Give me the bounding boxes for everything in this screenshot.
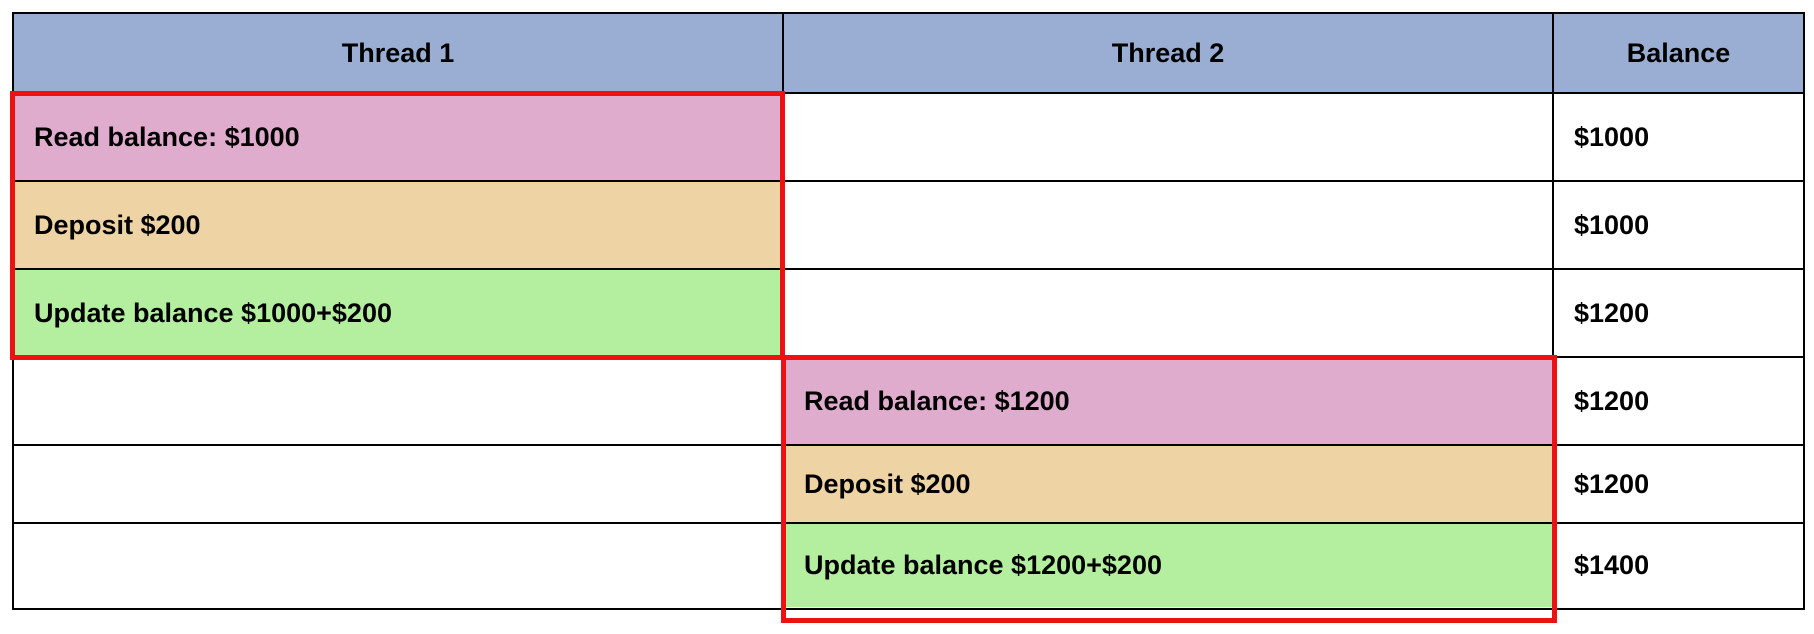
thread-1-cell (14, 524, 784, 607)
balance-cell: $1200 (1574, 297, 1650, 328)
table-row: Read balance: $1200 $1200 (14, 356, 1803, 444)
header-balance: Balance (1554, 14, 1803, 92)
thread-2-deposit-cell: Deposit $200 (784, 446, 1554, 522)
table-row: Update balance $1200+$200 $1400 (14, 522, 1803, 607)
thread-1-deposit-cell: Deposit $200 (14, 182, 784, 268)
table-row: Update balance $1000+$200 $1200 (14, 268, 1803, 356)
thread-1-read-cell: Read balance: $1000 (14, 94, 784, 180)
thread-1-cell (14, 358, 784, 444)
thread-2-cell (784, 270, 1554, 356)
thread-2-update-cell: Update balance $1200+$200 (784, 524, 1554, 607)
header-thread-2: Thread 2 (784, 14, 1554, 92)
balance-cell: $1000 (1574, 209, 1650, 240)
thread-2-cell (784, 182, 1554, 268)
table-row: Deposit $200 $1200 (14, 444, 1803, 522)
thread-2-cell (784, 94, 1554, 180)
header-row: Thread 1 Thread 2 Balance (14, 14, 1803, 92)
balance-cell: $1000 (1574, 121, 1650, 152)
thread-1-cell (14, 446, 784, 522)
balance-cell: $1400 (1574, 550, 1650, 580)
balance-cell: $1200 (1574, 385, 1650, 416)
thread-2-read-cell: Read balance: $1200 (784, 358, 1554, 444)
header-thread-1: Thread 1 (14, 14, 784, 92)
thread-1-update-cell: Update balance $1000+$200 (14, 270, 784, 356)
balance-cell: $1200 (1574, 468, 1650, 499)
race-condition-table: Thread 1 Thread 2 Balance Read balance: … (12, 12, 1805, 610)
table-row: Read balance: $1000 $1000 (14, 92, 1803, 180)
table-row: Deposit $200 $1000 (14, 180, 1803, 268)
